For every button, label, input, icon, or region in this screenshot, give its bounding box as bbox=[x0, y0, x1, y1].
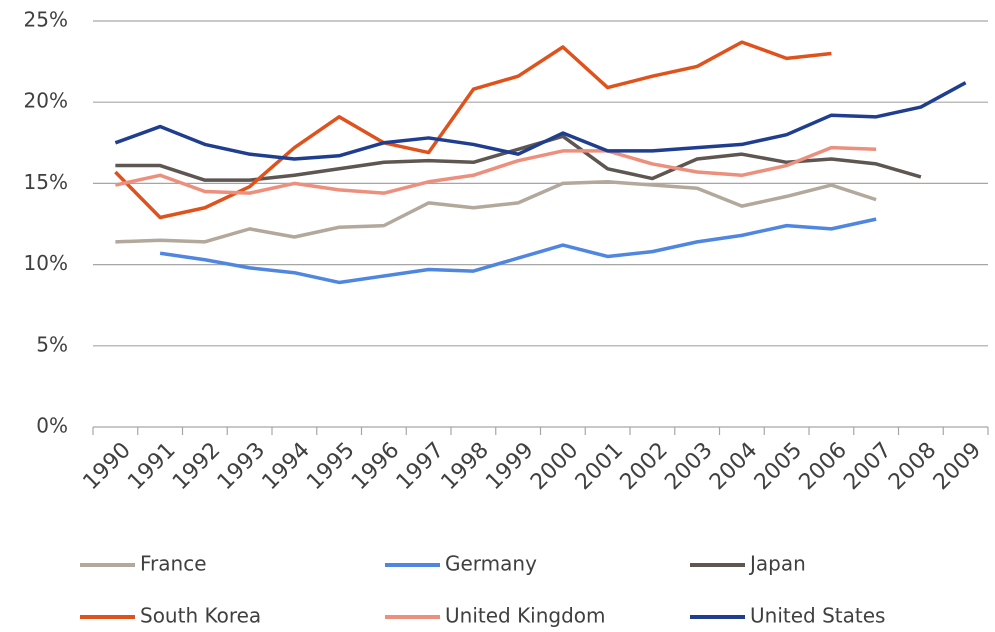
legend-label: Japan bbox=[748, 552, 806, 576]
x-tick-label: 1997 bbox=[392, 438, 449, 495]
series-line bbox=[159, 217, 877, 285]
x-tick-label: 2004 bbox=[705, 438, 762, 495]
x-tick-label: 1995 bbox=[302, 438, 359, 495]
y-tick-label: 5% bbox=[36, 332, 68, 356]
x-tick-label: 2008 bbox=[884, 438, 941, 495]
x-tick-label: 1996 bbox=[347, 438, 404, 495]
series-line bbox=[115, 180, 877, 244]
x-tick-label: 2000 bbox=[526, 438, 583, 495]
x-tick-label: 2007 bbox=[839, 438, 896, 495]
x-tick-label: 2005 bbox=[750, 438, 807, 495]
legend-label: France bbox=[140, 552, 207, 576]
legend-label: United States bbox=[750, 604, 885, 628]
x-tick-label: 1992 bbox=[168, 438, 225, 495]
y-tick-label: 20% bbox=[24, 89, 68, 113]
x-tick-label: 1990 bbox=[79, 438, 136, 495]
x-tick-label: 1991 bbox=[123, 438, 180, 495]
series-line bbox=[115, 145, 877, 195]
y-tick-label: 0% bbox=[36, 414, 68, 438]
x-tick-label: 2006 bbox=[795, 438, 852, 495]
series-line bbox=[115, 134, 922, 182]
x-tick-label: 1993 bbox=[213, 438, 270, 495]
y-tick-label: 25% bbox=[24, 8, 68, 32]
y-tick-label: 15% bbox=[24, 170, 68, 194]
legend-label: South Korea bbox=[140, 604, 261, 628]
series-line bbox=[114, 81, 967, 161]
x-tick-label: 1994 bbox=[258, 438, 315, 495]
x-tick-label: 2001 bbox=[571, 438, 628, 495]
legend-label: United Kingdom bbox=[445, 604, 606, 628]
x-tick-label: 1998 bbox=[437, 438, 494, 495]
x-tick-label: 2009 bbox=[929, 438, 986, 495]
x-tick-label: 2003 bbox=[660, 438, 717, 495]
x-tick-label: 1999 bbox=[481, 438, 538, 495]
x-tick-label: 2002 bbox=[616, 438, 673, 495]
legend-label: Germany bbox=[445, 552, 537, 576]
y-tick-label: 10% bbox=[24, 251, 68, 275]
